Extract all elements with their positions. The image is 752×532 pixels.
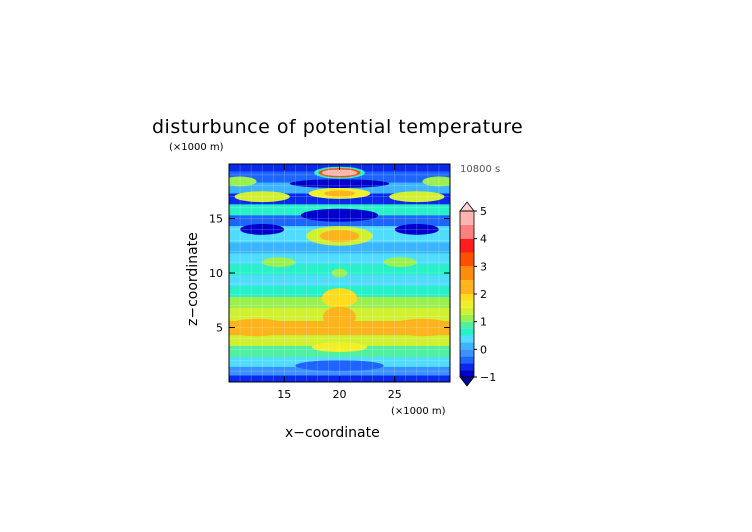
colorbar-swatch bbox=[460, 280, 474, 294]
colorbar-tick-label: 0 bbox=[480, 343, 487, 356]
colorbar-swatch bbox=[460, 252, 474, 267]
y-tick-label: 15 bbox=[209, 213, 223, 226]
contour-feature-13 bbox=[240, 223, 285, 235]
x-tick-label: 20 bbox=[333, 388, 347, 401]
y-tick-label: 10 bbox=[209, 267, 223, 280]
y-tick-label: 5 bbox=[216, 322, 223, 335]
contour-feature-6 bbox=[319, 229, 360, 242]
contour-layer-12 bbox=[229, 242, 450, 254]
contour-feature-8 bbox=[289, 179, 390, 188]
x-axis-unit-label: (×1000 m) bbox=[391, 406, 446, 417]
contour-feature-22 bbox=[262, 257, 296, 268]
contour-feature-10 bbox=[389, 191, 445, 203]
colorbar-tick-label: −1 bbox=[480, 371, 496, 384]
colorbar-swatch bbox=[460, 238, 474, 253]
colorbar-swatch bbox=[460, 328, 474, 336]
colorbar-swatch bbox=[460, 307, 474, 315]
contour-feature-23 bbox=[383, 257, 417, 268]
contour-feature-2 bbox=[321, 169, 358, 176]
colorbar-swatch bbox=[460, 266, 474, 281]
time-label: 10800 s bbox=[460, 164, 500, 175]
colorbar-swatch bbox=[460, 224, 474, 239]
colorbar-tick-label: 3 bbox=[480, 260, 487, 273]
colorbar-swatch bbox=[460, 342, 474, 350]
y-axis-ticks: 5 10 15 bbox=[209, 213, 450, 335]
colorbar-swatch bbox=[460, 335, 474, 343]
colorbar-tick-label: 1 bbox=[480, 316, 487, 329]
plot-area bbox=[229, 164, 450, 382]
chart-title: disturbunce of potential temperature bbox=[152, 116, 523, 138]
contour-feature-12 bbox=[422, 176, 450, 187]
colorbar-swatch bbox=[460, 349, 474, 357]
colorbar: 5 4 3 2 1 0 −1 bbox=[459, 201, 496, 387]
x-tick-label: 15 bbox=[277, 388, 291, 401]
colorbar-tick-label: 5 bbox=[480, 205, 487, 218]
colorbar-top-triangle bbox=[459, 201, 475, 212]
colorbar-tick-label: 4 bbox=[480, 233, 487, 246]
contour-layer-11 bbox=[229, 253, 450, 265]
colorbar-tick-label: 2 bbox=[480, 288, 487, 301]
contour-feature-14 bbox=[394, 223, 439, 235]
y-axis-unit-label: (×1000 m) bbox=[169, 142, 224, 153]
colorbar-swatch bbox=[460, 356, 474, 364]
y-axis-label: z−coordinate bbox=[185, 232, 201, 326]
x-tick-label: 25 bbox=[388, 388, 402, 401]
contour-feature-7 bbox=[300, 208, 379, 222]
colorbar-swatch bbox=[460, 294, 474, 301]
x-axis-label: x−coordinate bbox=[285, 425, 380, 441]
colorbar-swatch bbox=[460, 314, 474, 322]
contour-features bbox=[229, 166, 450, 372]
contour-feature-9 bbox=[234, 191, 290, 203]
contour-feature-20 bbox=[311, 342, 368, 353]
contour-feature-18 bbox=[229, 318, 290, 337]
colorbar-swatch bbox=[460, 321, 474, 329]
grid-lines bbox=[229, 164, 450, 382]
colorbar-bottom-triangle bbox=[459, 376, 475, 387]
contour-feature-15 bbox=[331, 268, 348, 278]
contour-feature-21 bbox=[295, 360, 384, 372]
colorbar-swatch bbox=[460, 363, 474, 371]
contour-layer-9 bbox=[229, 275, 450, 287]
contour-feature-11 bbox=[229, 176, 257, 187]
colorbar-swatch bbox=[460, 300, 474, 308]
contour-feature-16 bbox=[321, 288, 358, 308]
contour-feature-17 bbox=[322, 306, 357, 327]
x-axis-ticks: 15 20 25 bbox=[277, 164, 402, 401]
contour-feature-4 bbox=[324, 190, 355, 197]
colorbar-swatch bbox=[460, 370, 474, 377]
contour-feature-19 bbox=[389, 318, 450, 337]
colorbar-swatch bbox=[460, 211, 474, 225]
contour-layer-4 bbox=[229, 335, 450, 347]
